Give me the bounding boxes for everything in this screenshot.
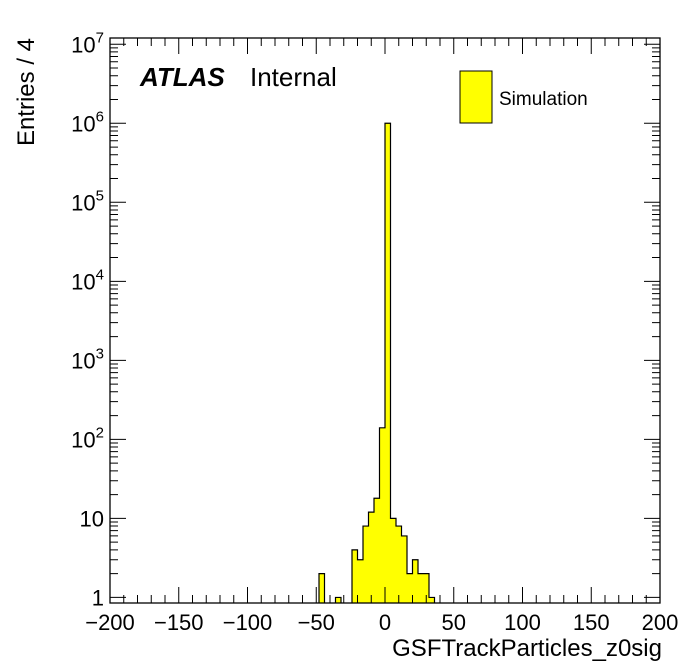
histogram-bar [390,518,396,603]
histogram-bar [374,498,380,603]
x-tick-label: 100 [504,610,541,635]
x-tick-label: 0 [379,610,391,635]
y-tick-label: 107 [71,29,104,57]
atlas-label: ATLAS [139,62,225,92]
histogram-bar [396,526,402,603]
histogram-bar [401,535,407,603]
y-tick-label: 10 [80,506,104,531]
y-tick-label: 106 [71,108,104,136]
histogram-outline [318,122,436,603]
x-tick-label: 200 [642,610,679,635]
legend: Simulation [459,70,588,124]
x-tick-label: 150 [573,610,610,635]
histogram-bar [379,427,385,603]
axis-ticks [109,38,661,603]
y-tick-label: 104 [71,266,104,294]
y-tick-label: 102 [71,424,104,452]
tick-marks [109,38,661,603]
x-tick-label: 50 [442,610,466,635]
histogram-bar [319,573,325,603]
y-axis-title: Entries / 4 [13,38,40,146]
histogram-bar [412,559,418,603]
x-tick-label: −150 [154,610,204,635]
x-axis-title: GSFTrackParticles_z0sig [392,635,662,662]
legend-label-simulation: Simulation [499,89,588,110]
legend-swatch-simulation [459,70,493,124]
y-tick-label: 1 [92,585,104,610]
histogram-bar [357,559,363,603]
histogram-bar [363,526,369,603]
histogram-bar [423,573,429,603]
x-tick-labels: −200 −150 −100 −50 0 50 100 150 200 [85,610,678,635]
y-tick-labels: 1 10 102 103 104 105 106 107 [71,29,104,610]
histogram-bar [418,573,424,603]
histogram-bar [335,597,341,603]
histogram-bars [318,122,436,603]
histogram-bar [429,597,435,603]
histogram-bar [385,123,391,603]
x-tick-label: −100 [223,610,273,635]
y-tick-label: 105 [71,187,104,215]
histogram-bar [352,549,358,603]
y-tick-label: 103 [71,345,104,373]
x-tick-label: −200 [85,610,135,635]
histogram-bar [368,512,374,603]
internal-label: Internal [250,62,337,92]
x-tick-label: −50 [298,610,335,635]
histogram-bar [407,573,413,603]
